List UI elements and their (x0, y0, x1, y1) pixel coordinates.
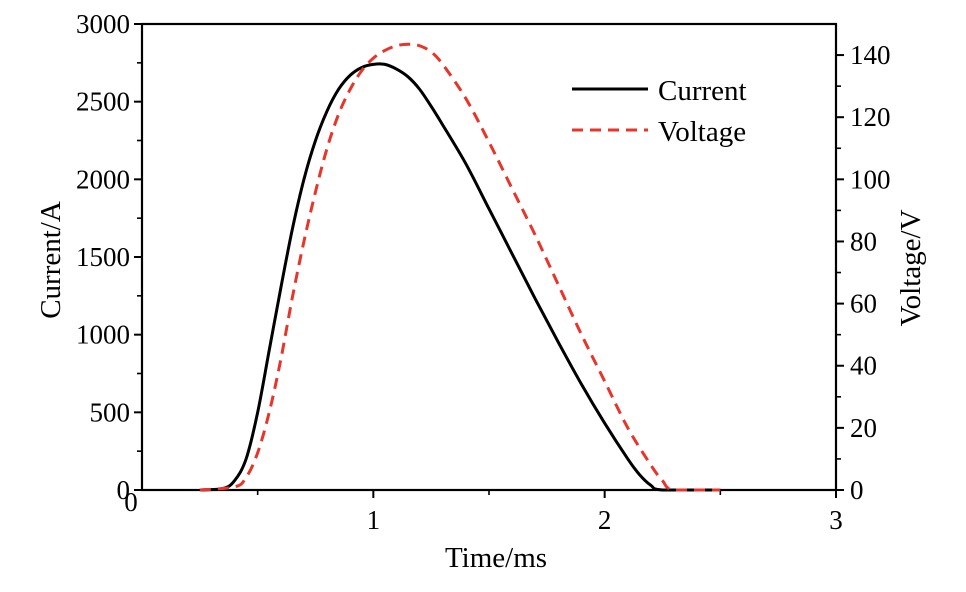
x-tick-label: 2 (598, 505, 612, 535)
y-right-tick-label: 120 (850, 102, 891, 132)
y-left-tick-label: 500 (90, 397, 131, 427)
y-left-tick-label: 3000 (76, 9, 130, 39)
y-right-tick-label: 20 (850, 413, 877, 443)
y-right-tick-label: 140 (850, 40, 891, 70)
y-right-tick-label: 40 (850, 351, 877, 381)
y-right-tick-label: 100 (850, 164, 891, 194)
y-right-tick-label: 0 (850, 475, 864, 505)
y-left-tick-label: 2000 (76, 164, 130, 194)
legend-label-voltage: Voltage (658, 116, 746, 148)
y-axis-left-title: Current/A (35, 201, 67, 319)
series-line-current (199, 62, 721, 492)
legend: Current Voltage (572, 75, 747, 148)
y-left-tick-label: 1000 (76, 320, 130, 350)
y-left-tick-label: 0 (117, 475, 131, 505)
y-right-tick-label: 80 (850, 226, 877, 256)
series-line-voltage (199, 42, 721, 492)
x-origin-label: 0 (124, 487, 138, 517)
y-left-tick-label: 1500 (76, 242, 130, 272)
x-axis-title: Time/ms (445, 542, 547, 574)
x-tick-label: 3 (829, 505, 843, 535)
legend-label-current: Current (658, 75, 747, 107)
x-tick-label: 1 (367, 505, 381, 535)
y-left-tick-label: 2500 (76, 87, 130, 117)
y-axis-right-title: Voltage/V (895, 209, 927, 326)
y-right-tick-label: 60 (850, 289, 877, 319)
series-layer (199, 42, 721, 492)
